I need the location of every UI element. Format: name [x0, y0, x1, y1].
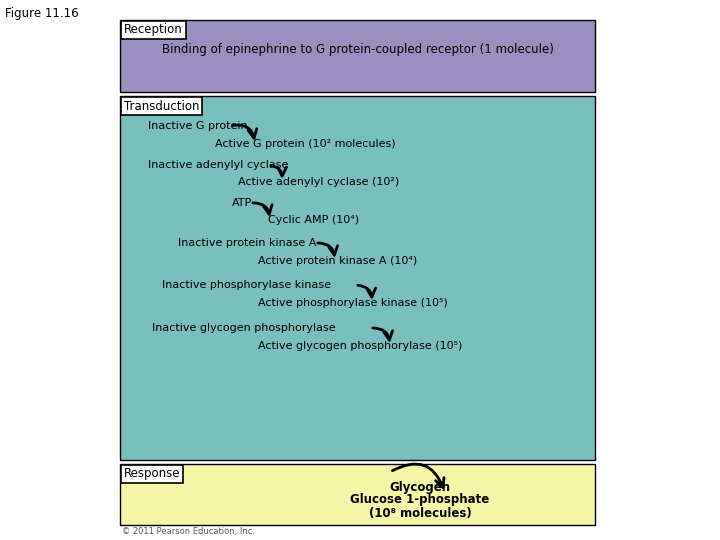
Text: Glycogen: Glycogen	[390, 481, 451, 494]
Text: Inactive G protein: Inactive G protein	[148, 121, 248, 131]
Text: Active phosphorylase kinase (10⁵): Active phosphorylase kinase (10⁵)	[258, 298, 448, 308]
Text: Cyclic AMP (10⁴): Cyclic AMP (10⁴)	[268, 215, 359, 225]
Text: Inactive protein kinase A: Inactive protein kinase A	[178, 238, 316, 248]
Text: Inactive phosphorylase kinase: Inactive phosphorylase kinase	[162, 280, 331, 290]
Text: ATP: ATP	[232, 198, 252, 208]
Text: (10⁸ molecules): (10⁸ molecules)	[369, 507, 472, 519]
Text: Inactive adenylyl cyclase: Inactive adenylyl cyclase	[148, 160, 289, 170]
Text: Inactive glycogen phosphorylase: Inactive glycogen phosphorylase	[152, 323, 336, 333]
Text: Active glycogen phosphorylase (10⁵): Active glycogen phosphorylase (10⁵)	[258, 341, 462, 351]
Text: Active adenylyl cyclase (10²): Active adenylyl cyclase (10²)	[238, 177, 400, 187]
Bar	[120, 20, 595, 92]
Text: Reception: Reception	[124, 24, 183, 37]
Text: Binding of epinephrine to G protein-coupled receptor (1 molecule): Binding of epinephrine to G protein-coup…	[161, 44, 554, 57]
Text: Glucose 1-phosphate: Glucose 1-phosphate	[351, 494, 490, 507]
Text: Figure 11.16: Figure 11.16	[5, 7, 78, 20]
Text: Response: Response	[124, 468, 181, 481]
Text: © 2011 Pearson Education, Inc.: © 2011 Pearson Education, Inc.	[122, 527, 255, 536]
Text: Transduction: Transduction	[124, 99, 199, 112]
Text: Active G protein (10² molecules): Active G protein (10² molecules)	[215, 139, 395, 149]
Text: Active protein kinase A (10⁴): Active protein kinase A (10⁴)	[258, 256, 418, 266]
Bar	[120, 96, 595, 460]
Bar	[120, 464, 595, 525]
